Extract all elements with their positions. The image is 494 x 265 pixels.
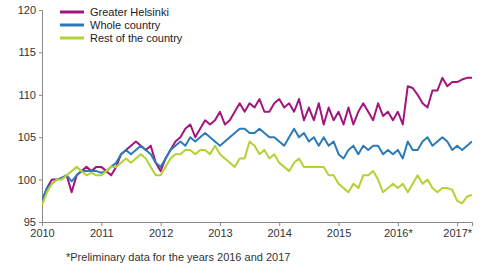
x-tick: 2017* xyxy=(443,222,472,239)
legend-item: Rest of the country xyxy=(60,32,183,44)
x-tick-label: 2013 xyxy=(208,227,232,239)
y-tick-mark xyxy=(39,137,42,138)
footnote: *Preliminary data for the years 2016 and… xyxy=(66,251,290,263)
x-tick-mark xyxy=(457,222,458,226)
y-tick-mark xyxy=(39,95,42,96)
y-tick: 115 xyxy=(18,46,42,58)
series-line xyxy=(42,78,472,201)
x-tick-label: 2010 xyxy=(30,227,54,239)
x-tick-mark xyxy=(398,222,399,226)
y-tick: 105 xyxy=(18,131,42,143)
legend-swatch xyxy=(60,24,84,27)
y-tick-mark xyxy=(39,180,42,181)
y-tick-mark xyxy=(39,52,42,53)
x-axis-line xyxy=(43,223,473,227)
legend-item: Whole country xyxy=(60,19,161,31)
x-tick-label: 2014 xyxy=(267,227,291,239)
y-tick-label: 110 xyxy=(18,89,36,101)
x-tick: 2012 xyxy=(149,222,173,239)
x-tick: 2015 xyxy=(327,222,351,239)
x-tick-label: 2017* xyxy=(443,227,472,239)
x-tick: 2010 xyxy=(30,222,54,239)
x-tick: 2014 xyxy=(267,222,291,239)
x-axis: 2010 2011 2012 2013 2014 2015 2016* 2017* xyxy=(30,222,473,239)
legend-item: Greater Helsinki xyxy=(60,6,169,18)
x-tick: 2013 xyxy=(208,222,232,239)
plot-area xyxy=(42,78,472,205)
legend-label: Greater Helsinki xyxy=(90,6,169,18)
x-tick-mark xyxy=(161,222,162,226)
x-tick-mark xyxy=(339,222,340,226)
chart: 9510010511011512020102011201220132014201… xyxy=(0,0,494,265)
y-tick: 110 xyxy=(18,89,42,101)
y-tick-label: 115 xyxy=(18,46,36,58)
x-tick-mark xyxy=(220,222,221,226)
y-tick-mark xyxy=(39,222,42,223)
x-tick-mark xyxy=(101,222,102,226)
x-tick-mark xyxy=(42,222,43,226)
series-line xyxy=(42,141,472,205)
x-tick-label: 2012 xyxy=(149,227,173,239)
x-tick: 2011 xyxy=(90,222,114,239)
y-tick-label: 105 xyxy=(18,131,36,143)
y-tick-label: 100 xyxy=(18,174,36,186)
legend: Greater HelsinkiWhole countryRest of the… xyxy=(60,6,183,44)
y-axis: 95100105110115120 xyxy=(18,4,43,228)
x-tick-mark xyxy=(279,222,280,226)
y-tick-mark xyxy=(39,10,42,11)
y-tick-label: 120 xyxy=(18,4,36,16)
y-tick: 120 xyxy=(18,4,42,16)
x-tick: 2016* xyxy=(384,222,413,239)
x-tick-label: 2011 xyxy=(90,227,114,239)
y-tick: 100 xyxy=(18,174,42,186)
legend-swatch xyxy=(60,37,84,40)
legend-swatch xyxy=(60,11,84,14)
x-tick-label: 2016* xyxy=(384,227,413,239)
legend-label: Rest of the country xyxy=(90,32,183,44)
x-tick-label: 2015 xyxy=(327,227,351,239)
legend-label: Whole country xyxy=(90,19,161,31)
y-axis-line xyxy=(39,11,43,223)
